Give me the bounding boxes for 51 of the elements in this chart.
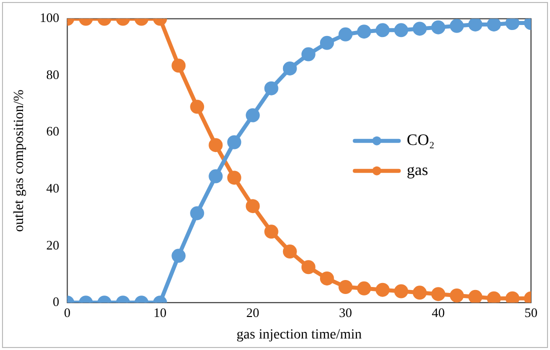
point [246, 108, 260, 122]
point [468, 18, 482, 32]
point [227, 170, 242, 185]
point [431, 287, 446, 302]
x-axis-title: gas injection time/min [236, 327, 362, 342]
x-tick-label: 50 [524, 304, 538, 320]
point [412, 286, 427, 300]
point [376, 23, 390, 38]
y-tick-label: 80 [46, 66, 60, 82]
y-tick-label: 40 [46, 180, 60, 196]
x-tick-label: 10 [154, 304, 167, 320]
y-tick-label: 20 [46, 237, 60, 252]
legend-label: gas [406, 162, 428, 180]
point [468, 290, 482, 303]
point [282, 244, 297, 259]
point [357, 281, 372, 296]
point [431, 20, 446, 34]
point [246, 199, 260, 214]
point [172, 248, 186, 263]
point [394, 23, 408, 38]
point [301, 260, 316, 274]
point [227, 135, 242, 150]
point [450, 18, 464, 33]
legend-label: CO₂ [406, 132, 435, 150]
point [357, 24, 372, 39]
point [450, 288, 464, 303]
point [301, 47, 316, 62]
x-tick-label: 40 [432, 304, 445, 320]
point [486, 18, 501, 32]
point [320, 271, 334, 286]
y-tick-label: 60 [46, 124, 60, 139]
point [394, 284, 408, 298]
point [412, 22, 427, 36]
point [338, 280, 353, 294]
point [264, 81, 278, 96]
point [190, 100, 204, 114]
point [320, 36, 334, 50]
point [282, 61, 297, 76]
point [338, 27, 353, 42]
x-tick-label: 20 [246, 304, 260, 320]
y-tick-label: 0 [52, 294, 60, 310]
point [376, 282, 390, 297]
point [172, 58, 186, 73]
point [208, 169, 223, 184]
point [190, 206, 204, 220]
x-tick-label: 30 [339, 304, 352, 320]
point [264, 224, 278, 239]
y-axis-title: outlet gas composition/% [12, 89, 28, 232]
point [208, 138, 223, 152]
x-tick-label: 0 [64, 304, 71, 320]
y-tick-label: 100 [40, 10, 60, 26]
